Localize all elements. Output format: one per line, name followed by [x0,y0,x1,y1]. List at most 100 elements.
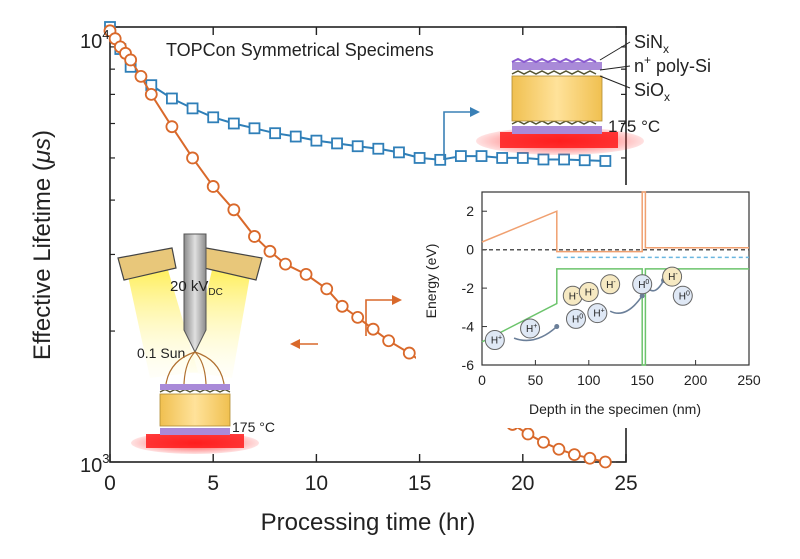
silicon-wafer-bottom [159,393,231,427]
data-point-blue [558,153,570,166]
hydrogen-species-symbol: H [526,324,533,335]
inset-hydrogen-species: H+H+H0 H+H- H- H- H0 H-H0 [484,266,693,351]
hydrogen-species-charge: - [675,271,678,278]
light-beam-left [128,270,198,378]
inset-y-tick-label: 0 [466,242,474,258]
y-axis-label-main: Effective Lifetime ( [29,163,56,360]
y-axis-label-unit: μs [29,138,56,164]
data-point-blue [516,152,529,164]
data-point-orange [335,299,349,313]
main-series-group [103,21,612,469]
label-poly-si: n+ poly-Si [634,53,711,76]
hydrogen-migration-arrow-tip [554,324,560,330]
inset-frame [481,191,750,366]
data-point-blue [248,122,261,135]
hydrogen-species-symbol: H [668,272,675,283]
data-point-blue [475,150,488,162]
hydrogen-species-bubble [672,285,693,306]
hydrogen-species-charge: - [613,279,616,286]
data-point-orange [598,455,612,469]
inset-x-tick-label: 100 [577,372,601,388]
hydrogen-species-bubble [632,274,653,295]
data-point-orange [227,203,241,217]
hydrogen-species-symbol: H [491,336,498,347]
charge-spray-1 [165,351,196,385]
voltage-label: 20 kVDC [170,278,223,298]
data-point-orange [248,230,261,243]
x-tick-label: 5 [207,472,219,495]
x-axis-label: Processing time (hr) [261,509,476,536]
hydrogen-species-label: H0 [679,290,690,302]
hydrogen-species-bubble [662,266,683,287]
inset-y-tick-label: -6 [462,357,475,373]
hydrogen-species-bubble [578,281,599,302]
hydrogen-species-charge: + [601,308,605,315]
data-point-blue [599,155,612,167]
data-point-blue [289,130,302,143]
data-point-orange [279,257,292,271]
inset-x-tick-label: 200 [684,372,708,388]
y-tick-bottom-exp: 3 [102,451,109,466]
hydrogen-migration-arrow-tip [639,293,645,299]
label-sinx-main: SiN [634,32,663,52]
arrow-orange-right [365,299,392,336]
hydrogen-species-bubble [600,274,621,295]
silicon-wafer-top [511,75,603,122]
label-siox-sub: x [664,90,670,104]
data-point-blue [186,102,199,115]
arrow-blue-to-schematic [443,111,470,160]
data-point-orange [402,346,416,360]
data-point-blue [372,142,385,155]
inset-x-tick-label: 0 [478,372,486,388]
data-point-blue [331,137,343,150]
arrow-orange-right-head [392,295,402,305]
hydrogen-species-symbol: H [585,287,592,298]
hydrogen-migration-arrow [513,325,558,342]
hydrogen-species-symbol: H [593,309,600,320]
data-point-blue [413,152,426,164]
data-point-orange [320,282,334,296]
y-tick-label-top: 104 [80,27,109,53]
hydrogen-species-label: H- [569,290,579,302]
hydrogen-species-label: H0 [572,313,583,325]
poly-si-top-wave [511,70,597,75]
data-point-orange [583,451,597,465]
voltage-main: 20 kV [170,278,208,295]
hydrogen-species-charge: 0 [645,279,649,286]
y-tick-bottom-base: 10 [80,455,102,477]
hydrogen-species-bubble [565,308,586,329]
sinx-top-zigzag [511,57,597,64]
sio-bottom-layer-top [512,126,602,134]
inset-x-axis-label: Depth in the specimen (nm) [529,401,701,417]
y-tick-top-base: 10 [80,31,102,53]
data-point-orange [299,267,313,281]
inset-x-tick-label: 50 [528,372,544,388]
data-point-orange [134,69,148,83]
data-point-orange [521,427,535,441]
data-point-orange [537,435,550,449]
data-point-blue [269,127,282,140]
heater-plate-top [500,132,618,148]
hydrogen-species-charge: - [576,290,579,297]
inset-y-axis-label: Energy (eV) [423,244,439,319]
hydrogen-species-bubble [520,318,541,339]
data-point-blue [166,92,178,105]
hydrogen-species-symbol: H [569,291,576,302]
hydrogen-species-symbol: H [679,291,686,302]
data-point-orange [568,448,581,461]
arrow-orange-left-head [290,339,300,349]
x-tick-label: 10 [305,472,328,495]
hydrogen-species-charge: 0 [579,313,583,320]
temperature-label-top: 175 °C [608,117,660,136]
data-point-blue [454,150,467,162]
data-point-blue [351,140,364,153]
specimen-schematic-top: SiNx n+ poly-Si SiOx 175 °C [476,32,711,155]
hydrogen-species-label: H- [585,286,595,298]
label-sinx: SiNx [634,32,669,56]
light-beam-right [188,270,250,378]
hydrogen-species-label: H- [606,279,616,291]
hydrogen-species-charge: + [498,335,502,342]
y-axis-label: Effective Lifetime (μs) [29,130,56,360]
data-point-blue [537,153,550,166]
